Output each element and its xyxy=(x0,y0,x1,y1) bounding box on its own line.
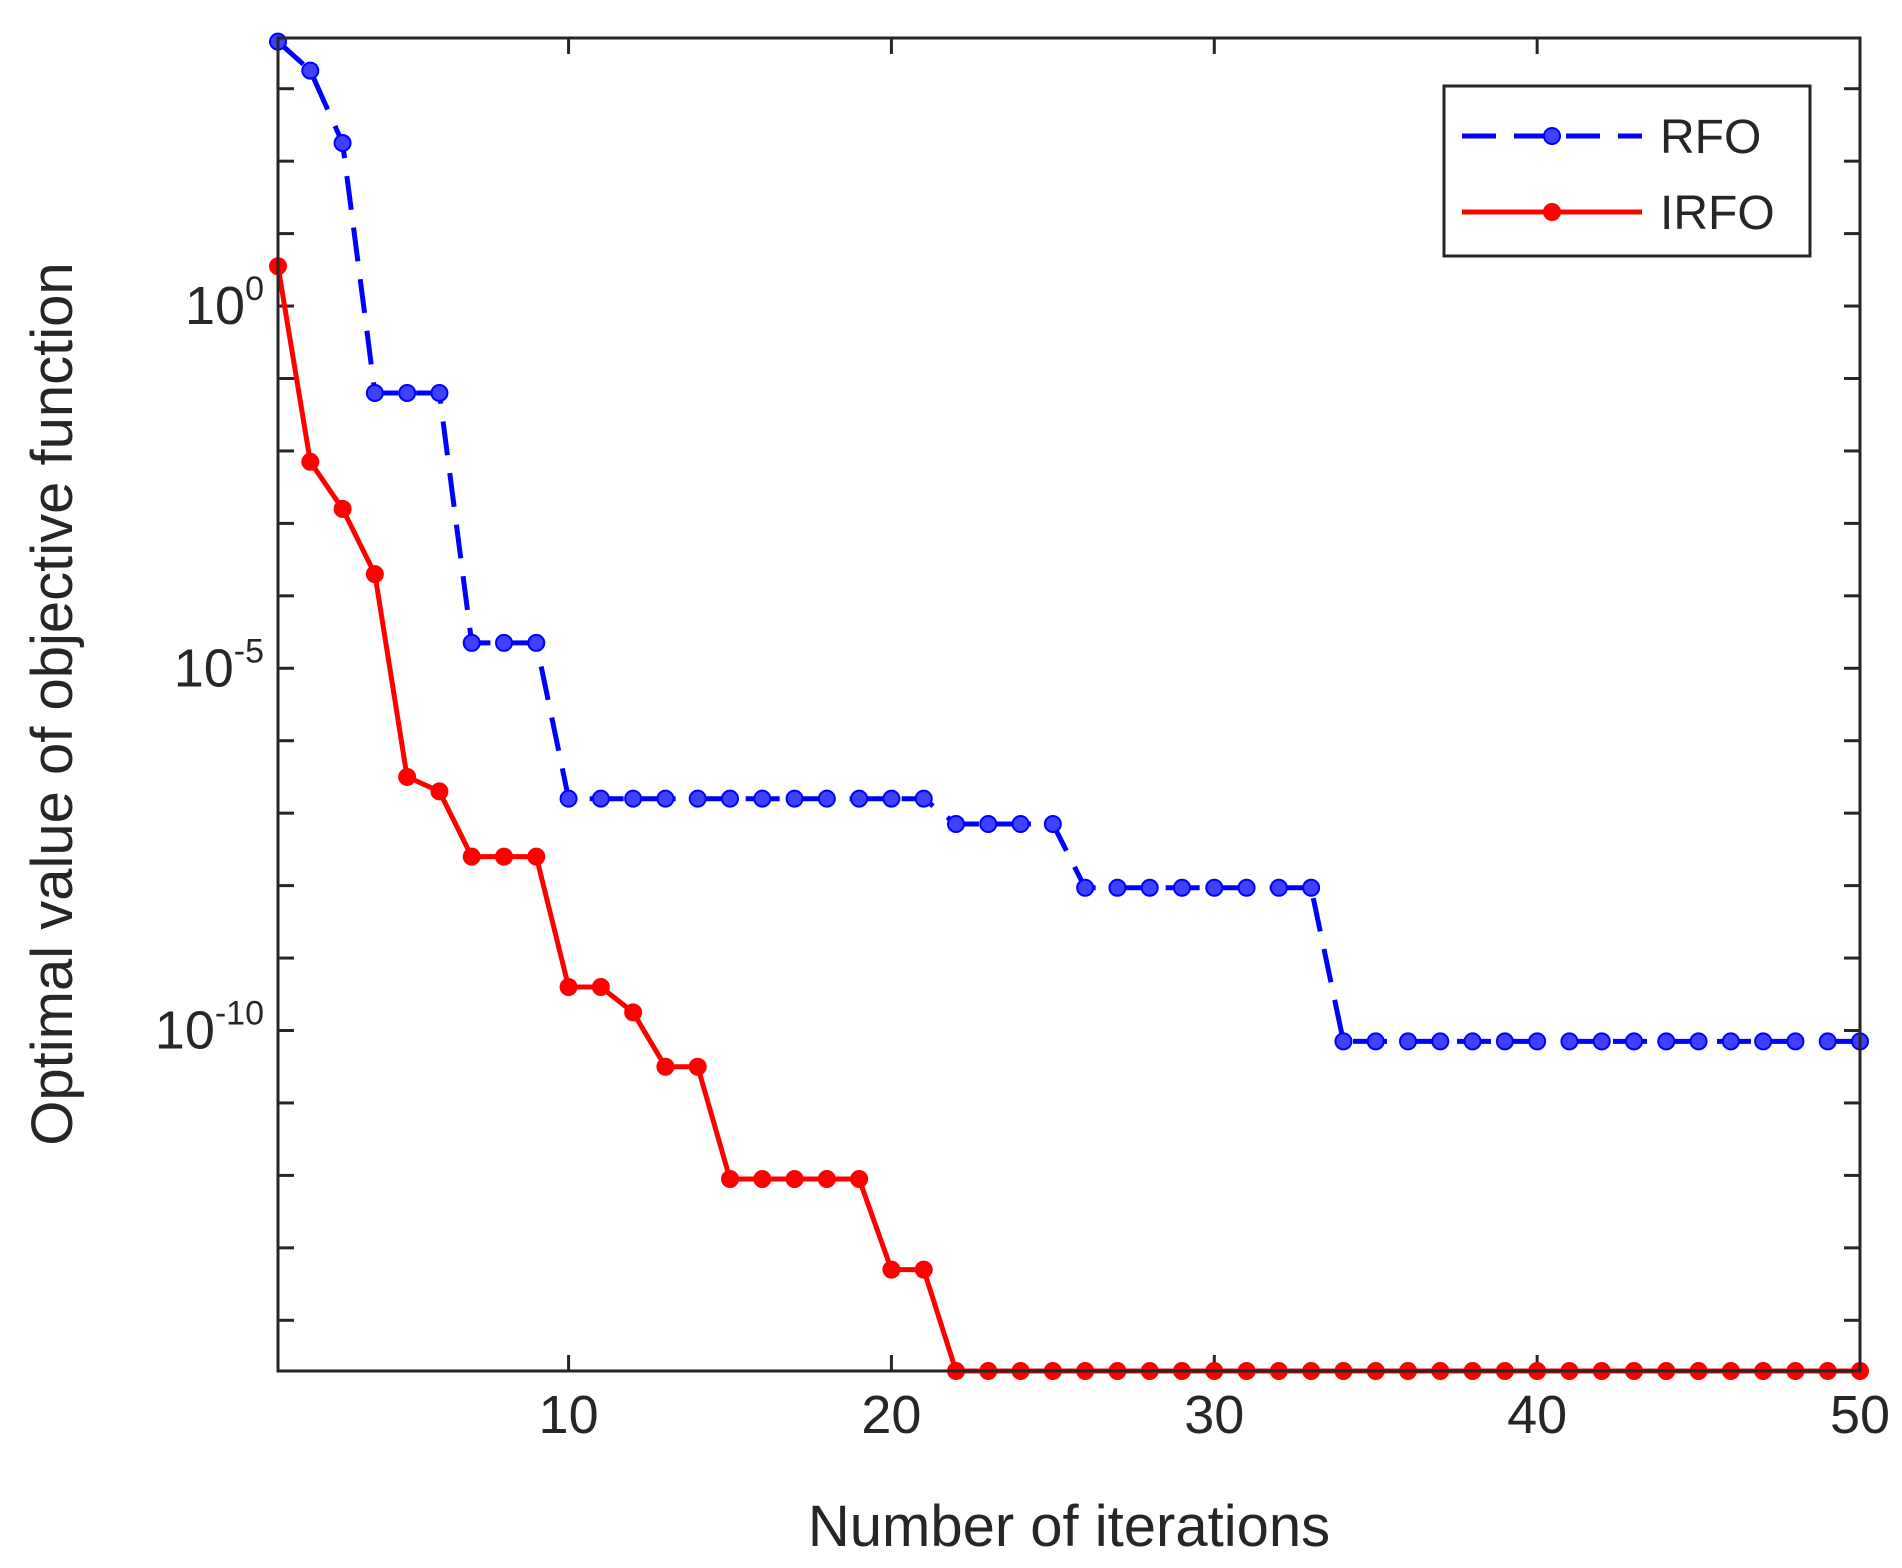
data-point-rfo xyxy=(1108,878,1127,897)
data-point-rfo xyxy=(785,789,804,808)
data-point-rfo xyxy=(495,633,513,652)
x-tick-label: 50 xyxy=(1830,1385,1890,1445)
data-point-rfo xyxy=(1560,1032,1579,1051)
data-point-rfo xyxy=(1205,878,1224,897)
data-point-irfo xyxy=(591,978,610,997)
data-point-rfo xyxy=(882,789,901,808)
data-point-irfo xyxy=(850,1170,869,1189)
legend-marker-irfo xyxy=(1543,203,1561,221)
series-line-rfo xyxy=(276,39,1860,1044)
data-point-rfo xyxy=(527,633,546,652)
data-point-rfo xyxy=(398,383,417,402)
data-point-rfo xyxy=(947,815,965,834)
y-tick-label: 10-5 xyxy=(174,632,264,698)
data-point-irfo xyxy=(785,1170,804,1189)
y-tick-label: 10-10 xyxy=(155,995,264,1061)
x-tick-label: 10 xyxy=(539,1385,599,1445)
data-point-rfo xyxy=(462,633,481,652)
data-point-rfo xyxy=(850,789,869,808)
data-point-rfo xyxy=(301,61,320,80)
data-point-irfo xyxy=(688,1057,707,1076)
data-point-rfo xyxy=(1269,878,1288,897)
data-point-rfo xyxy=(979,815,998,834)
legend-label-rfo: RFO xyxy=(1660,111,1761,164)
data-point-irfo xyxy=(914,1260,933,1279)
data-point-rfo xyxy=(1011,815,1030,834)
data-point-rfo xyxy=(559,789,578,808)
x-axis-title: Number of iterations xyxy=(808,1494,1330,1559)
data-point-irfo xyxy=(753,1170,772,1189)
data-point-rfo xyxy=(914,789,933,808)
data-point-rfo xyxy=(1786,1032,1805,1051)
data-point-irfo xyxy=(462,847,481,866)
data-point-irfo xyxy=(656,1057,675,1076)
x-tick-label: 20 xyxy=(861,1385,921,1445)
data-point-irfo xyxy=(430,782,449,801)
data-point-rfo xyxy=(1399,1032,1417,1051)
plot-series xyxy=(269,32,1869,1380)
data-point-rfo xyxy=(1173,878,1191,897)
data-point-irfo xyxy=(882,1260,901,1279)
data-point-rfo xyxy=(1754,1032,1773,1051)
data-point-rfo xyxy=(1657,1032,1676,1051)
data-point-irfo xyxy=(398,767,417,786)
data-point-rfo xyxy=(1689,1032,1708,1051)
data-point-irfo xyxy=(721,1170,739,1189)
data-point-rfo xyxy=(365,383,384,402)
plot-area-border xyxy=(276,36,1862,1373)
data-point-rfo xyxy=(656,789,675,808)
data-point-rfo xyxy=(817,789,836,808)
data-point-irfo xyxy=(624,1003,643,1022)
y-tick-label: 100 xyxy=(185,270,264,336)
data-point-rfo xyxy=(1495,1032,1514,1051)
legend-label-irfo: IRFO xyxy=(1660,187,1775,240)
data-point-rfo xyxy=(688,789,707,808)
data-point-rfo xyxy=(721,789,739,808)
data-point-rfo xyxy=(1334,1032,1353,1051)
x-tick-label: 40 xyxy=(1507,1385,1567,1445)
data-point-irfo xyxy=(495,847,513,866)
legend: RFO IRFO xyxy=(1442,84,1812,258)
data-point-rfo xyxy=(1366,1032,1385,1051)
data-point-irfo xyxy=(301,452,320,471)
data-point-rfo xyxy=(1431,1032,1450,1051)
data-point-irfo xyxy=(333,499,352,518)
data-point-rfo xyxy=(1818,1032,1837,1051)
data-point-irfo xyxy=(365,565,384,584)
data-point-rfo xyxy=(1140,878,1159,897)
data-point-rfo xyxy=(1463,1032,1482,1051)
data-point-rfo xyxy=(430,383,449,402)
data-point-rfo xyxy=(1528,1032,1547,1051)
data-point-rfo xyxy=(333,134,352,153)
data-point-rfo xyxy=(1076,878,1095,897)
data-point-rfo xyxy=(1625,1032,1643,1051)
data-point-rfo xyxy=(1237,878,1256,897)
data-point-rfo xyxy=(1721,1032,1740,1051)
data-point-rfo xyxy=(753,789,772,808)
data-point-rfo xyxy=(1302,878,1321,897)
data-point-rfo xyxy=(1592,1032,1611,1051)
data-point-rfo xyxy=(624,789,643,808)
y-axis-title: Optimal value of objective function xyxy=(20,262,85,1145)
x-tick-label: 30 xyxy=(1184,1385,1244,1445)
data-point-irfo xyxy=(817,1170,836,1189)
legend-box xyxy=(1442,84,1812,258)
tick-labels: 10 20 30 40 50 100 10-5 10-10 xyxy=(155,270,1890,1445)
legend-marker-rfo xyxy=(1543,127,1561,145)
data-point-irfo xyxy=(559,978,578,997)
data-point-rfo xyxy=(591,789,610,808)
data-point-rfo xyxy=(1043,815,1062,834)
data-point-irfo xyxy=(527,847,546,866)
